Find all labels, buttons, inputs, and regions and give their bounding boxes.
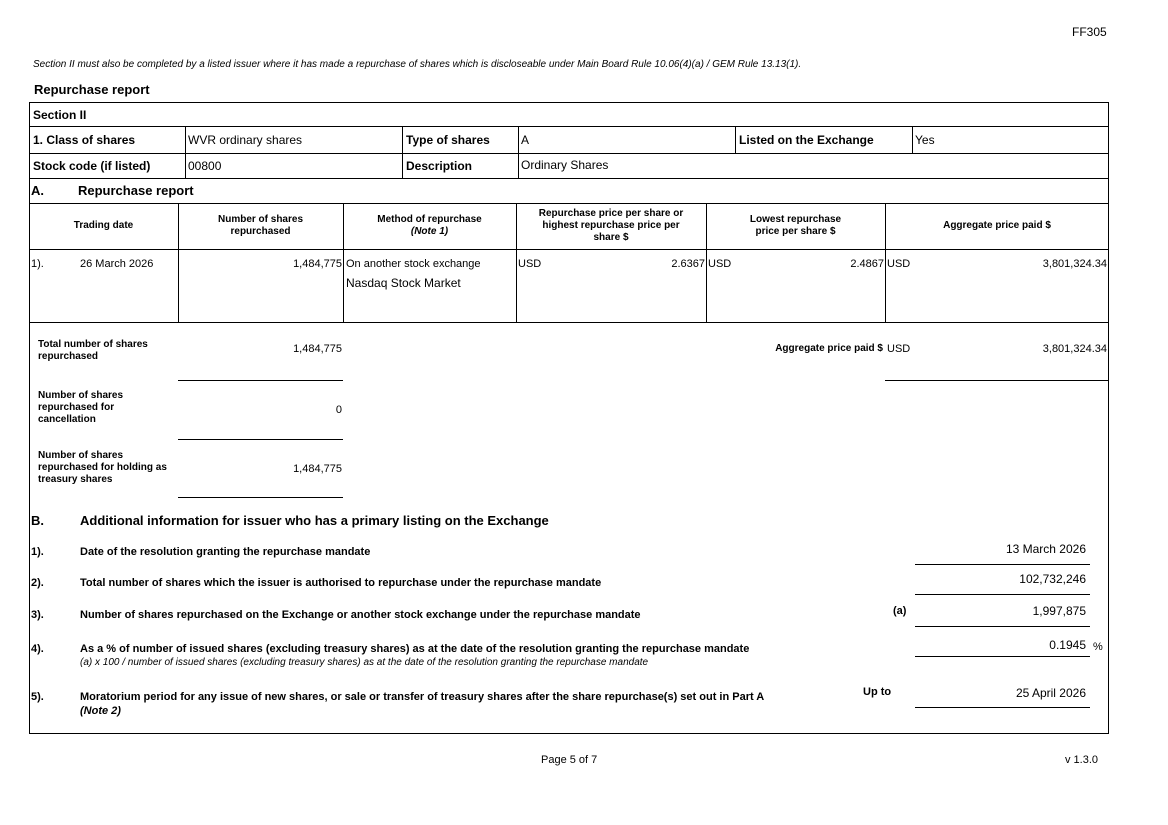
cancel-value: 0	[335, 404, 342, 416]
divider	[912, 126, 913, 153]
row-low-price: 2.4867	[850, 258, 884, 270]
item-sub: (Note 2)	[80, 705, 121, 717]
agg-total-value: 3,801,324.34	[1042, 343, 1107, 355]
part-b-letter: B.	[31, 513, 44, 528]
class-label: 1. Class of shares	[33, 133, 136, 147]
item-value: 102,732,246	[1019, 572, 1086, 586]
row-high-price: 2.6367	[671, 258, 705, 270]
item-unit: %	[1093, 641, 1103, 653]
row-agg-currency: USD	[887, 258, 911, 270]
col-low-price: Lowest repurchase price per share $	[749, 214, 842, 237]
item-label: Moratorium period for any issue of new s…	[80, 691, 765, 703]
part-b-title: Additional information for issuer who ha…	[80, 513, 549, 528]
row-date: 26 March 2026	[80, 258, 154, 270]
divider	[885, 203, 886, 322]
divider	[185, 126, 186, 178]
listed-label: Listed on the Exchange	[739, 133, 874, 147]
stock-code-value: 00800	[188, 159, 222, 173]
divider	[915, 594, 1090, 595]
agg-total-currency: USD	[887, 343, 911, 355]
row-index: 1).	[31, 258, 44, 270]
divider	[518, 126, 519, 178]
row-high-currency: USD	[518, 258, 542, 270]
stock-code-label: Stock code (if listed)	[33, 159, 151, 173]
row-shares: 1,484,775	[293, 258, 342, 270]
col-aggregate: Aggregate price paid $	[943, 220, 1051, 231]
divider	[885, 380, 1109, 381]
divider	[735, 126, 736, 153]
divider	[706, 203, 707, 322]
item-tag: (a)	[893, 605, 907, 617]
cancel-label: Number of shares repurchased for cancell…	[38, 390, 124, 425]
col-method-note: (Note 1)	[410, 226, 449, 237]
divider	[178, 497, 343, 498]
item-label: Date of the resolution granting the repu…	[80, 546, 371, 558]
divider	[343, 203, 344, 322]
item-label: As a % of number of issued shares (exclu…	[80, 643, 750, 655]
item-value: 25 April 2026	[1015, 686, 1086, 700]
divider	[915, 656, 1090, 657]
item-label: Number of shares repurchased on the Exch…	[80, 609, 641, 621]
col-method: Method of repurchase (Note 1)	[343, 203, 516, 249]
item-value: 13 March 2026	[1005, 542, 1086, 556]
divider	[915, 707, 1090, 708]
divider	[29, 203, 1109, 204]
row-agg-price: 3,801,324.34	[1042, 258, 1107, 270]
total-label: Total number of shares repurchased	[38, 339, 148, 362]
agg-total-label: Aggregate price paid $	[775, 343, 883, 354]
item-value: 1,997,875	[1032, 604, 1086, 618]
divider	[29, 178, 1109, 179]
item-label: Total number of shares which the issuer …	[80, 577, 602, 589]
item-index: 2).	[31, 577, 44, 589]
report-title: Repurchase report	[34, 82, 150, 97]
item-index: 4).	[31, 643, 44, 655]
divider	[915, 564, 1090, 565]
listed-value: Yes	[915, 133, 935, 147]
part-a-title: Repurchase report	[78, 183, 194, 198]
row-low-currency: USD	[708, 258, 732, 270]
description-label: Description	[406, 159, 473, 173]
type-label: Type of shares	[406, 133, 490, 147]
divider	[29, 126, 1109, 127]
col-high-price: Repurchase price per share or highest re…	[538, 208, 684, 243]
form-code: FF305	[1072, 25, 1107, 39]
item-index: 1).	[31, 546, 44, 558]
divider	[178, 380, 343, 381]
class-value: WVR ordinary shares	[188, 133, 303, 147]
page-number: Page 5 of 7	[541, 754, 598, 766]
divider	[29, 153, 1109, 154]
total-value: 1,484,775	[293, 343, 342, 355]
type-value: A	[521, 133, 530, 147]
divider	[29, 249, 1109, 250]
row-exchange: Nasdaq Stock Market	[346, 276, 461, 290]
section-ii-box	[29, 102, 1109, 734]
divider	[915, 626, 1090, 627]
section-label: Section II	[33, 108, 87, 122]
divider	[178, 203, 179, 322]
row-method: On another stock exchange	[346, 258, 481, 270]
col-shares: Number of shares repurchased	[217, 214, 304, 237]
col-method-label: Method of repurchase	[377, 214, 482, 225]
divider	[178, 439, 343, 440]
part-a-letter: A.	[31, 183, 44, 198]
treasury-label: Number of shares repurchased for holding…	[38, 450, 167, 485]
version: v 1.3.0	[1064, 754, 1098, 766]
item-sub: (a) x 100 / number of issued shares (exc…	[80, 657, 649, 668]
item-value: 0.1945	[1049, 638, 1086, 652]
intro-note: Section II must also be completed by a l…	[33, 59, 802, 70]
divider	[516, 203, 517, 322]
divider	[402, 126, 403, 178]
col-trading-date: Trading date	[73, 220, 134, 231]
divider	[29, 322, 1109, 323]
item-index: 3).	[31, 609, 44, 621]
treasury-value: 1,484,775	[293, 463, 342, 475]
item-tag: Up to	[863, 686, 892, 698]
item-index: 5).	[31, 691, 44, 703]
description-value: Ordinary Shares	[521, 158, 609, 172]
